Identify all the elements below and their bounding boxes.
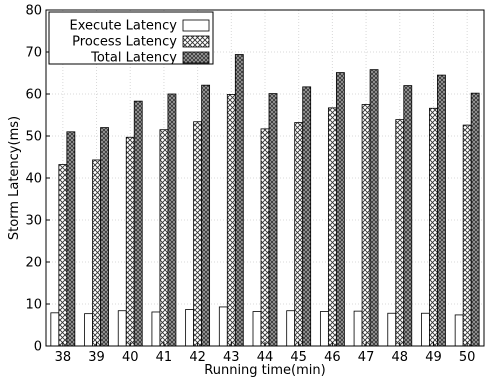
bar-plain — [454, 314, 464, 347]
bar-crosshatch — [159, 129, 169, 347]
y-tick-label: 20 — [25, 256, 42, 271]
bar-dark-crosshatch — [133, 100, 143, 347]
x-tick-label: 42 — [189, 350, 206, 365]
bar-crosshatch — [361, 104, 371, 347]
x-tick-label: 46 — [324, 350, 341, 365]
bar-dark-crosshatch — [234, 54, 244, 347]
y-tick-label: 60 — [25, 88, 42, 103]
bar-plain — [185, 309, 195, 347]
bar-crosshatch — [429, 107, 438, 347]
y-tick-label: 30 — [25, 214, 42, 229]
bar-crosshatch — [92, 159, 101, 347]
bars — [50, 54, 480, 347]
bar-dark-crosshatch — [335, 72, 345, 347]
bar-plain — [117, 310, 127, 347]
bar-crosshatch — [226, 94, 236, 347]
bar-crosshatch — [395, 119, 405, 347]
y-tick-label: 40 — [25, 172, 42, 187]
legend: Execute Latency Process Latency Total La… — [48, 11, 214, 66]
y-axis-title: Storm Latency(ms) — [7, 116, 22, 240]
x-tick-label: 50 — [459, 350, 476, 365]
legend-label-process: Process Latency — [72, 35, 177, 50]
y-tick-label: 70 — [25, 46, 42, 61]
legend-label-total: Total Latency — [90, 51, 177, 66]
bar-crosshatch — [462, 124, 472, 347]
bar-crosshatch — [260, 128, 270, 347]
bar-plain — [319, 311, 329, 347]
bar-plain — [286, 310, 296, 347]
bar-crosshatch — [327, 107, 337, 347]
bar-crosshatch — [58, 164, 68, 347]
bar-dark-crosshatch — [302, 86, 312, 347]
bar-dark-crosshatch — [100, 127, 109, 347]
x-tick-label: 41 — [156, 350, 173, 365]
bar-dark-crosshatch — [437, 74, 446, 347]
bar-plain — [252, 311, 262, 347]
bar-crosshatch — [294, 122, 304, 347]
x-tick-label: 39 — [88, 350, 105, 365]
x-tick-label: 47 — [358, 350, 375, 365]
bar-plain — [84, 313, 93, 347]
bar-dark-crosshatch — [268, 93, 278, 347]
x-tick-label: 48 — [391, 350, 408, 365]
x-tick-label: 40 — [122, 350, 139, 365]
bar-plain — [151, 311, 161, 347]
x-axis-title: Running time(min) — [204, 363, 325, 378]
bar-plain — [353, 310, 363, 347]
x-tick-label: 45 — [290, 350, 307, 365]
x-tick-label: 38 — [55, 350, 72, 365]
y-tick-label: 10 — [25, 298, 42, 313]
bar-dark-crosshatch — [201, 84, 211, 347]
x-tick-label: 49 — [425, 350, 442, 365]
legend-swatch-total — [182, 51, 210, 64]
bar-dark-crosshatch — [470, 92, 480, 347]
bar-plain — [218, 306, 228, 347]
bar-dark-crosshatch — [403, 85, 413, 347]
bar-plain — [387, 312, 397, 347]
bar-dark-crosshatch — [66, 131, 76, 347]
legend-swatch-process — [182, 35, 210, 48]
legend-label-execute: Execute Latency — [69, 19, 177, 34]
bar-crosshatch — [193, 121, 203, 347]
y-tick-label: 80 — [25, 4, 42, 19]
bar-dark-crosshatch — [167, 93, 177, 347]
y-tick-label: 0 — [34, 340, 42, 355]
bar-plain — [421, 312, 430, 347]
legend-swatch-execute — [182, 19, 210, 32]
x-tick-label: 43 — [223, 350, 240, 365]
ticks: 0 10 20 30 40 50 60 70 80 38 39 40 41 42 43 44 45 46 47 48 4… — [25, 4, 475, 366]
bar-plain — [50, 312, 60, 347]
x-tick-label: 44 — [257, 350, 274, 365]
bar-dark-crosshatch — [369, 69, 379, 347]
bar-crosshatch — [125, 136, 135, 347]
y-tick-label: 50 — [25, 130, 42, 145]
